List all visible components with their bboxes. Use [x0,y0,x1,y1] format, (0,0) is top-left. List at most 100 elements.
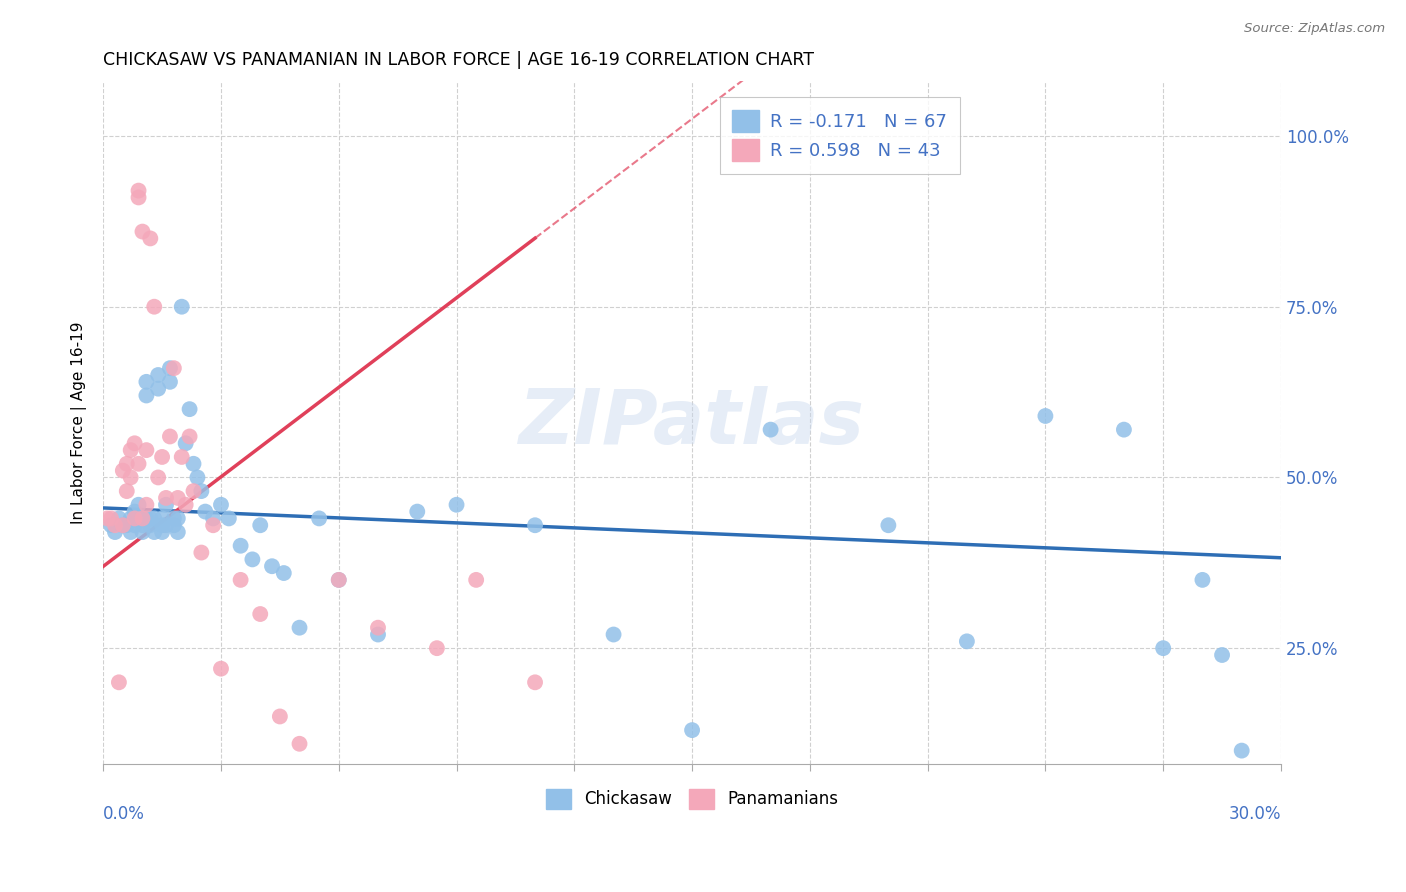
Point [602,627,624,641]
Point [170,300,193,314]
Point [120,524,142,539]
Point [150,518,173,533]
Point [229,573,252,587]
Point [183,484,205,499]
Point [367,627,389,641]
Point [135,375,157,389]
Point [128,184,150,198]
Point [146,382,169,396]
Point [260,559,283,574]
Point [242,552,264,566]
Point [150,450,173,464]
Point [209,498,232,512]
Point [288,737,311,751]
Point [163,361,186,376]
Point [163,518,186,533]
Point [1112,423,1135,437]
Point [124,505,146,519]
Point [115,484,138,499]
Point [273,566,295,580]
Point [681,723,703,738]
Point [135,388,157,402]
Point [166,524,188,539]
Point [159,429,181,443]
Point [124,436,146,450]
Point [128,498,150,512]
Point [143,511,166,525]
Text: 0.0%: 0.0% [103,805,145,823]
Point [328,573,350,587]
Legend: Chickasaw, Panamanians: Chickasaw, Panamanians [537,780,846,817]
Point [104,518,127,533]
Point [209,662,232,676]
Point [166,511,188,525]
Point [111,518,134,533]
Point [174,436,197,450]
Point [1035,409,1057,423]
Point [135,443,157,458]
Point [524,518,547,533]
Point [135,511,157,525]
Point [524,675,547,690]
Point [288,621,311,635]
Point [143,300,166,314]
Text: ZIPatlas: ZIPatlas [519,386,865,459]
Point [111,518,134,533]
Point [115,457,138,471]
Point [190,545,212,559]
Point [111,464,134,478]
Point [104,524,127,539]
Point [124,518,146,533]
Point [183,457,205,471]
Point [426,641,449,656]
Point [170,450,193,464]
Point [128,511,150,525]
Point [179,429,201,443]
Point [128,190,150,204]
Point [202,518,225,533]
Point [150,524,173,539]
Point [159,375,181,389]
Point [202,511,225,525]
Point [155,518,177,533]
Point [249,518,271,533]
Point [759,423,782,437]
Point [465,573,488,587]
Point [100,518,122,533]
Point [131,518,153,533]
Point [128,457,150,471]
Point [1211,648,1233,662]
Point [186,470,208,484]
Point [108,511,131,525]
Point [131,225,153,239]
Point [108,675,131,690]
Point [100,511,122,525]
Point [131,524,153,539]
Point [124,511,146,525]
Point [96,511,118,525]
Point [179,402,201,417]
Point [131,511,153,525]
Point [218,511,240,525]
Point [139,518,162,533]
Point [150,511,173,525]
Point [120,511,142,525]
Text: Source: ZipAtlas.com: Source: ZipAtlas.com [1244,22,1385,36]
Point [139,511,162,525]
Point [308,511,330,525]
Point [249,607,271,621]
Point [139,231,162,245]
Point [956,634,979,648]
Point [120,470,142,484]
Point [190,484,212,499]
Point [194,505,217,519]
Text: CHICKASAW VS PANAMANIAN IN LABOR FORCE | AGE 16-19 CORRELATION CHART: CHICKASAW VS PANAMANIAN IN LABOR FORCE |… [103,51,814,69]
Point [174,498,197,512]
Point [406,505,429,519]
Point [135,498,157,512]
Y-axis label: In Labor Force | Age 16-19: In Labor Force | Age 16-19 [72,321,87,524]
Point [1191,573,1213,587]
Point [446,498,468,512]
Text: 30.0%: 30.0% [1229,805,1281,823]
Point [163,511,186,525]
